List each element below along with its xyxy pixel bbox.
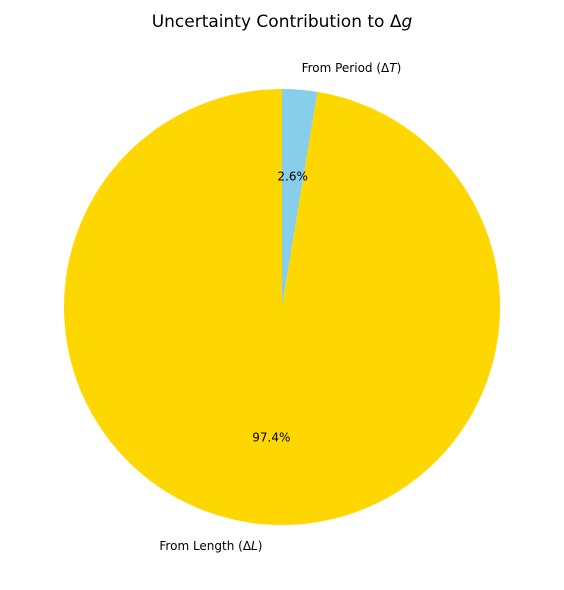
- pie-slice-0: [282, 89, 318, 307]
- pie-percent-label-0: 2.6%: [277, 170, 308, 184]
- pie-percent-label-1: 97.4%: [252, 430, 290, 444]
- pie-slices: [63, 88, 500, 525]
- pie-slice-1: [63, 88, 500, 525]
- pie-category-label-1: From Length (ΔL): [159, 539, 262, 553]
- chart-title: Uncertainty Contribution to Δg: [152, 12, 413, 32]
- pie-labels: 2.6% From Period (ΔT) 97.4% From Length (ΔL…: [159, 61, 401, 553]
- pie-category-label-0: From Period (ΔT): [302, 61, 402, 75]
